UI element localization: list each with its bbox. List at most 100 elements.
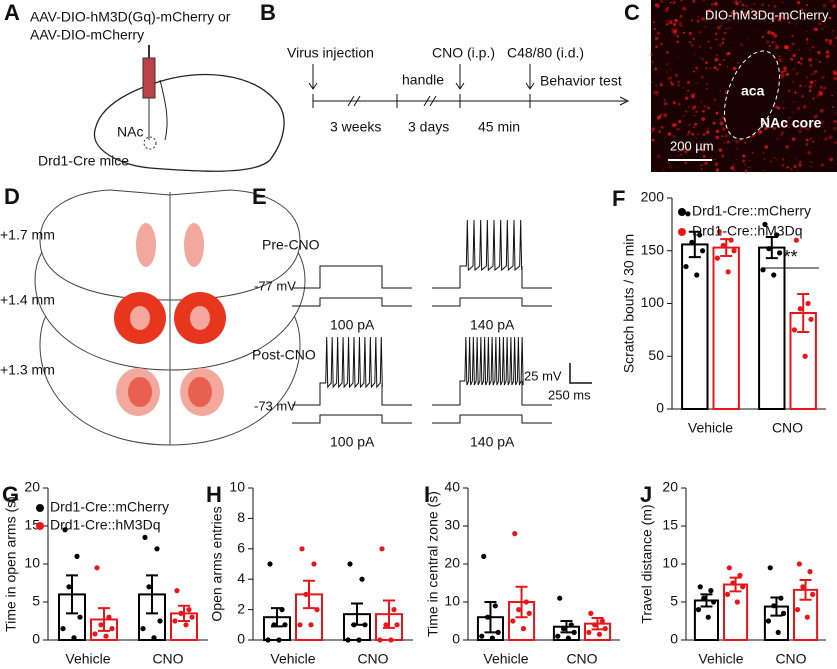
speck [654,67,658,71]
data-point [794,607,801,613]
speck [815,58,818,61]
data-point [484,614,491,620]
data-point [303,591,309,598]
speck [714,38,718,41]
current-label: 140 pA [470,317,515,333]
speck [821,27,824,30]
speck [791,34,794,37]
speck [656,31,661,35]
speck [703,105,707,108]
speck [705,130,710,134]
speck [727,51,731,56]
speck [738,21,740,23]
error-bar [700,593,713,608]
data-point [800,584,806,590]
speck [678,120,682,124]
speck [782,107,785,110]
legend-label: Drd1-Cre::hM3Dq [50,517,160,533]
speck [663,113,668,118]
speck [828,135,833,140]
speck [825,50,830,55]
speck [829,0,832,3]
data-point [734,599,740,605]
speck [693,93,696,96]
speck [707,40,710,44]
speck [677,80,681,84]
data-point [77,614,83,620]
speck [832,126,837,131]
voltage-trace [292,336,412,406]
speck [655,84,658,87]
speck [711,7,713,9]
data-point [592,622,598,628]
speck [785,16,789,21]
speck [712,121,716,125]
error-bar [484,601,497,634]
speck [711,158,714,161]
speck [725,31,727,34]
data-point [700,248,706,254]
speck [778,58,783,63]
data-point [762,221,768,227]
data-point [599,618,605,624]
data-point [351,622,357,628]
speck [666,78,669,80]
syringe [142,57,156,99]
legend-marker [678,228,686,236]
y-tick-label: 6 [237,540,245,556]
speck [820,120,825,125]
data-point [489,635,495,641]
speck [774,105,778,109]
speck [772,126,776,130]
speck [819,85,824,89]
speck [684,143,687,146]
panel-label: B [260,0,276,25]
data-point [391,607,397,613]
data-point [793,237,799,243]
speck [692,37,695,41]
speck [739,139,742,142]
speck [751,151,754,154]
speck [805,37,809,41]
speck [653,27,656,30]
speck [716,25,721,30]
scale-label: 250 ms [548,387,591,402]
speck [699,56,702,59]
data-point [710,599,717,605]
speck [652,127,655,130]
data-point [308,622,314,628]
speck [695,66,698,69]
event-label: handle [402,72,444,88]
data-point [510,618,516,624]
speck [705,161,709,165]
speck [715,135,720,140]
x-tick-label: Vehicle [698,651,743,664]
data-point [695,607,702,613]
virus-label: AAV-DIO-hM3D(Gq)-mCherry or [30,9,231,25]
speck [700,101,702,103]
speck [701,117,706,121]
speck [818,60,821,64]
speck [832,106,834,109]
speck [650,60,654,64]
speck [792,68,795,71]
speck [672,23,677,27]
speck [677,55,680,58]
data-point [520,626,527,632]
data-point [805,300,811,307]
speck [727,18,731,22]
speck [805,42,808,45]
speck [683,31,686,34]
data-point [146,584,152,590]
speck [692,0,696,3]
speck [812,140,815,143]
traces [292,219,552,424]
y-axis-label: Time in central zone (s) [425,491,441,637]
speck [724,27,728,30]
speck [768,127,771,129]
x-tick-label: CNO [566,651,597,664]
speck [680,0,684,2]
data-point [568,622,574,628]
speck [750,7,753,11]
speck [773,4,777,9]
